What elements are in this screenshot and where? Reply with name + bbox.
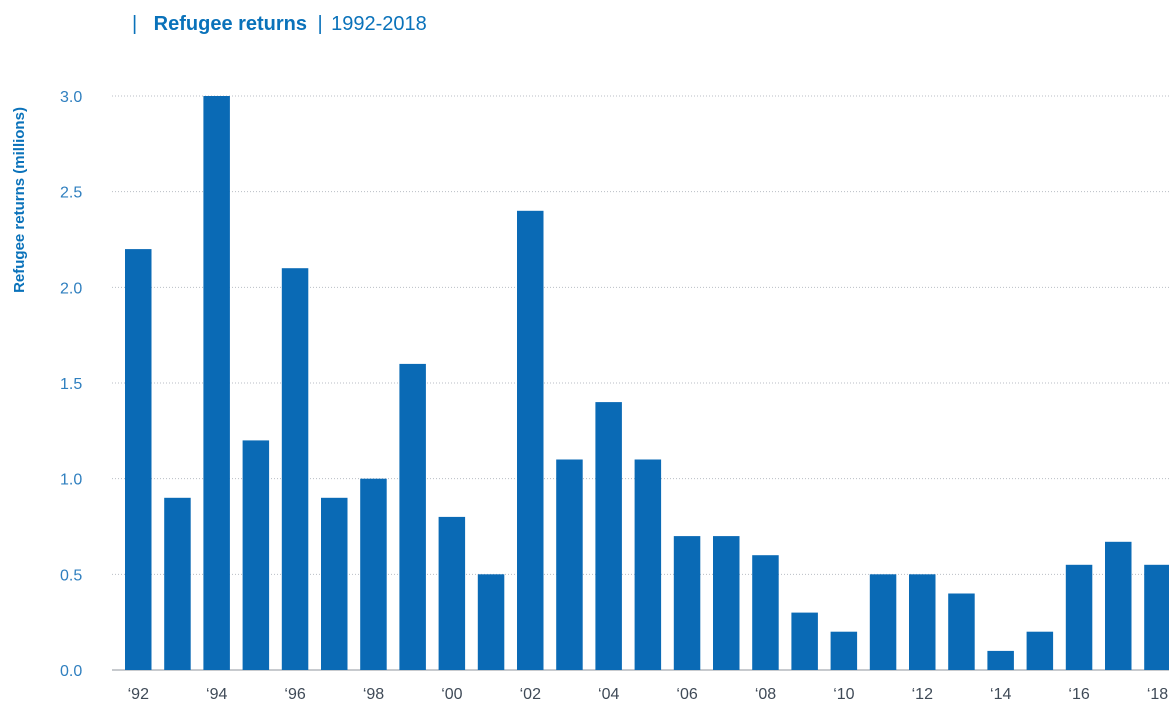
x-tick-label: ‘98 bbox=[363, 686, 384, 703]
bar-2001 bbox=[477, 574, 505, 670]
x-tick-label: ‘18 bbox=[1147, 686, 1168, 703]
bar-2017 bbox=[1105, 541, 1132, 670]
y-tick-label: 0.0 bbox=[60, 663, 82, 680]
chart-title: | Refugee returns | 1992-2018 bbox=[132, 13, 427, 35]
bar-1996 bbox=[281, 268, 309, 670]
y-tick-label: 3.0 bbox=[60, 89, 82, 106]
bar-1997 bbox=[321, 497, 348, 670]
bar-1999 bbox=[399, 363, 426, 670]
bar-2012 bbox=[909, 574, 936, 670]
bar-1994 bbox=[203, 96, 230, 670]
x-tick-label: ‘00 bbox=[441, 686, 462, 703]
title-separator-2: | bbox=[317, 13, 322, 35]
x-tick-label: ‘06 bbox=[676, 686, 697, 703]
bar-2004 bbox=[595, 402, 622, 670]
bar-2003 bbox=[556, 459, 583, 670]
y-tick-label: 1.5 bbox=[60, 376, 82, 393]
x-tick-label: ‘04 bbox=[598, 686, 619, 703]
bar-2007 bbox=[713, 536, 740, 670]
x-tick-label: ‘92 bbox=[128, 686, 149, 703]
x-tick-label: ‘10 bbox=[833, 686, 854, 703]
x-tick-label: ‘94 bbox=[206, 686, 227, 703]
y-tick-label: 2.0 bbox=[60, 280, 82, 297]
bar-2002 bbox=[517, 210, 544, 671]
bar-1992 bbox=[125, 249, 152, 670]
y-tick-label: 0.5 bbox=[60, 567, 82, 584]
bar-2014 bbox=[987, 650, 1014, 670]
y-tick-label: 2.5 bbox=[60, 185, 82, 202]
y-axis-ticks: 0.0 0.5 1.0 1.5 2.0 2.5 3.0 bbox=[60, 89, 82, 680]
x-axis-ticks: ‘92 ‘94 ‘96 ‘98 ‘00 ‘02 ‘04 ‘06 ‘08 ‘10 ‘12 ‘14 ‘16 ‘… bbox=[128, 686, 1169, 703]
title-separator: | bbox=[132, 13, 137, 35]
x-tick-label: ‘96 bbox=[284, 686, 305, 703]
bar-1998 bbox=[360, 478, 387, 670]
bar-2010 bbox=[830, 631, 858, 670]
x-tick-label: ‘16 bbox=[1068, 686, 1089, 703]
bars bbox=[125, 96, 1169, 671]
bar-2005 bbox=[634, 459, 662, 670]
bar-2008 bbox=[752, 555, 779, 670]
bar-2006 bbox=[673, 536, 701, 670]
x-tick-label: ‘14 bbox=[990, 686, 1011, 703]
x-tick-label: ‘08 bbox=[755, 686, 776, 703]
title-years: 1992-2018 bbox=[331, 13, 427, 35]
bar-2015 bbox=[1026, 631, 1054, 670]
bar-2011 bbox=[869, 574, 897, 670]
bar-1995 bbox=[242, 440, 270, 670]
x-tick-label: ‘02 bbox=[520, 686, 541, 703]
bar-1993 bbox=[164, 497, 191, 670]
bar-2009 bbox=[791, 612, 818, 670]
x-tick-label: ‘12 bbox=[912, 686, 933, 703]
bar-2018 bbox=[1144, 564, 1169, 670]
y-tick-label: 1.0 bbox=[60, 472, 82, 489]
bar-2016 bbox=[1065, 564, 1093, 670]
bar-2000 bbox=[438, 516, 466, 670]
bar-2013 bbox=[948, 593, 975, 670]
title-main: Refugee returns bbox=[154, 13, 307, 35]
y-axis-label: Refugee returns (millions) bbox=[11, 107, 28, 293]
